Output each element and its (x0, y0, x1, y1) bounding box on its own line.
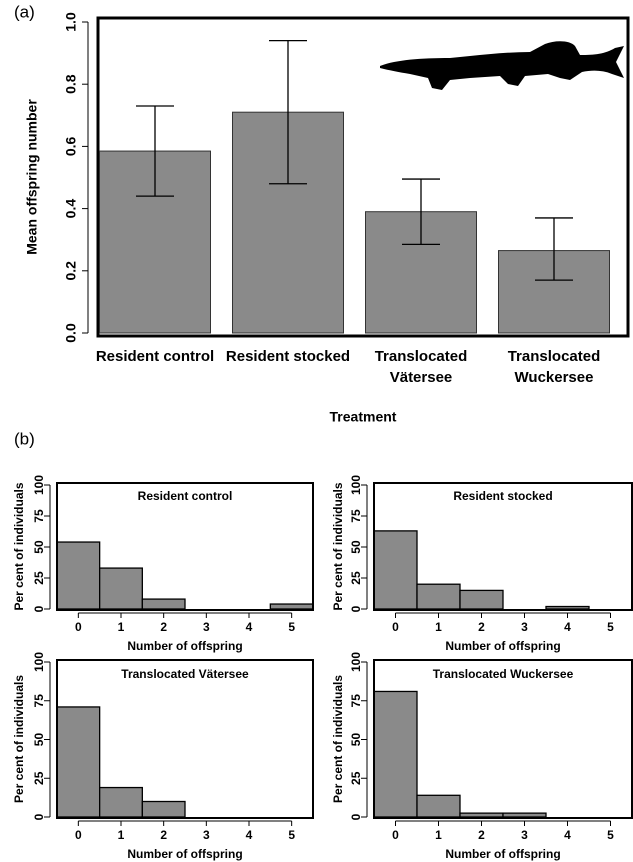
x-tick-label: 5 (288, 828, 295, 842)
y-tick-label: 25 (32, 571, 46, 585)
bar (142, 599, 185, 609)
y-tick-label: 50 (349, 733, 363, 747)
bar (142, 802, 185, 818)
bar (374, 531, 417, 609)
x-tick-label: 4 (564, 828, 571, 842)
y-tick-label: 0 (349, 605, 363, 612)
y-axis-label: Per cent of individuals (331, 675, 345, 803)
x-tick-label: 4 (246, 828, 253, 842)
chart: 0.0 0.2 0.4 0.6 0.8 1.0 Mean offspring number T… (0, 0, 633, 862)
x-tick-label: 5 (288, 620, 295, 634)
bar (460, 590, 503, 609)
x-axis-label: Number of offspring (127, 639, 242, 653)
x-tick-label: Translocated Wuckersee (489, 346, 619, 388)
y-tick-label: 1.0 (63, 12, 79, 32)
x-tick-label: 2 (160, 828, 167, 842)
x-tick-label: 2 (478, 620, 485, 634)
y-tick-label: 0.0 (63, 323, 79, 343)
figure: 0.0 0.2 0.4 0.6 0.8 1.0 Mean offspring number T… (0, 0, 633, 862)
x-tick-label: Resident control (90, 346, 220, 367)
y-tick-label: 75 (349, 694, 363, 708)
y-tick-label: 25 (32, 771, 46, 785)
y-tick-label: 50 (32, 733, 46, 747)
y-axis-label: Per cent of individuals (12, 482, 26, 610)
y-axis-label: Per cent of individuals (331, 482, 345, 610)
bar (100, 568, 143, 609)
panel-label: (a) (14, 2, 35, 21)
x-axis-label: Number of offspring (127, 847, 242, 861)
y-tick-label: 0 (349, 813, 363, 820)
y-tick-label: 25 (349, 571, 363, 585)
bar (417, 584, 460, 609)
y-tick-label: 50 (349, 540, 363, 554)
x-tick-label: 4 (246, 620, 253, 634)
y-tick-label: 100 (349, 652, 363, 672)
x-tick-label: 3 (521, 620, 528, 634)
bar (100, 788, 143, 817)
x-tick-label: Resident stocked (223, 346, 353, 367)
y-tick-label: 100 (32, 475, 46, 495)
x-tick-label: 2 (478, 828, 485, 842)
y-tick-label: 0.2 (63, 261, 79, 281)
y-tick-label: 75 (349, 509, 363, 523)
panel-title: Translocated Wuckersee (433, 667, 574, 681)
y-tick-label: 0.4 (63, 199, 79, 219)
x-tick-label: Translocated Vätersee (356, 346, 486, 388)
y-tick-label: 100 (32, 652, 46, 672)
bar (270, 604, 313, 609)
panel-label: (b) (14, 429, 35, 448)
bar (546, 607, 589, 609)
panel-title: Resident control (138, 489, 233, 503)
x-tick-label: 4 (564, 620, 571, 634)
x-tick-label: 2 (160, 620, 167, 634)
x-tick-label: 0 (392, 828, 399, 842)
y-tick-label: 0 (32, 813, 46, 820)
bar (503, 813, 546, 817)
x-axis-label: Number of offspring (445, 639, 560, 653)
y-tick-label: 75 (32, 509, 46, 523)
x-axis-label: Number of offspring (445, 847, 560, 861)
bar (57, 707, 100, 817)
x-tick-label: 3 (203, 620, 210, 634)
x-tick-label: 5 (607, 828, 614, 842)
y-tick-label: 25 (349, 771, 363, 785)
panel-title: Resident stocked (453, 489, 552, 503)
x-tick-label: 0 (392, 620, 399, 634)
x-tick-label: 1 (118, 620, 125, 634)
x-tick-label: 3 (203, 828, 210, 842)
y-tick-label: 50 (32, 540, 46, 554)
x-tick-label: 0 (75, 828, 82, 842)
pike-silhouette (380, 41, 624, 90)
y-tick-label: 0 (32, 605, 46, 612)
bar (374, 691, 417, 817)
y-axis-label: Mean offspring number (24, 99, 40, 255)
x-tick-label: 5 (607, 620, 614, 634)
x-tick-label: 3 (521, 828, 528, 842)
x-axis-label: Treatment (330, 409, 397, 425)
y-tick-label: 75 (32, 694, 46, 708)
x-tick-label: 1 (435, 620, 442, 634)
y-tick-label: 0.8 (63, 74, 79, 94)
y-tick-label: 100 (349, 475, 363, 495)
panel-title: Translocated Vätersee (121, 667, 249, 681)
y-axis-label: Per cent of individuals (12, 675, 26, 803)
x-tick-label: 0 (75, 620, 82, 634)
bar (417, 795, 460, 817)
bar (57, 542, 100, 609)
y-tick-label: 0.6 (63, 136, 79, 156)
x-tick-label: 1 (118, 828, 125, 842)
x-tick-label: 1 (435, 828, 442, 842)
bar (460, 813, 503, 817)
